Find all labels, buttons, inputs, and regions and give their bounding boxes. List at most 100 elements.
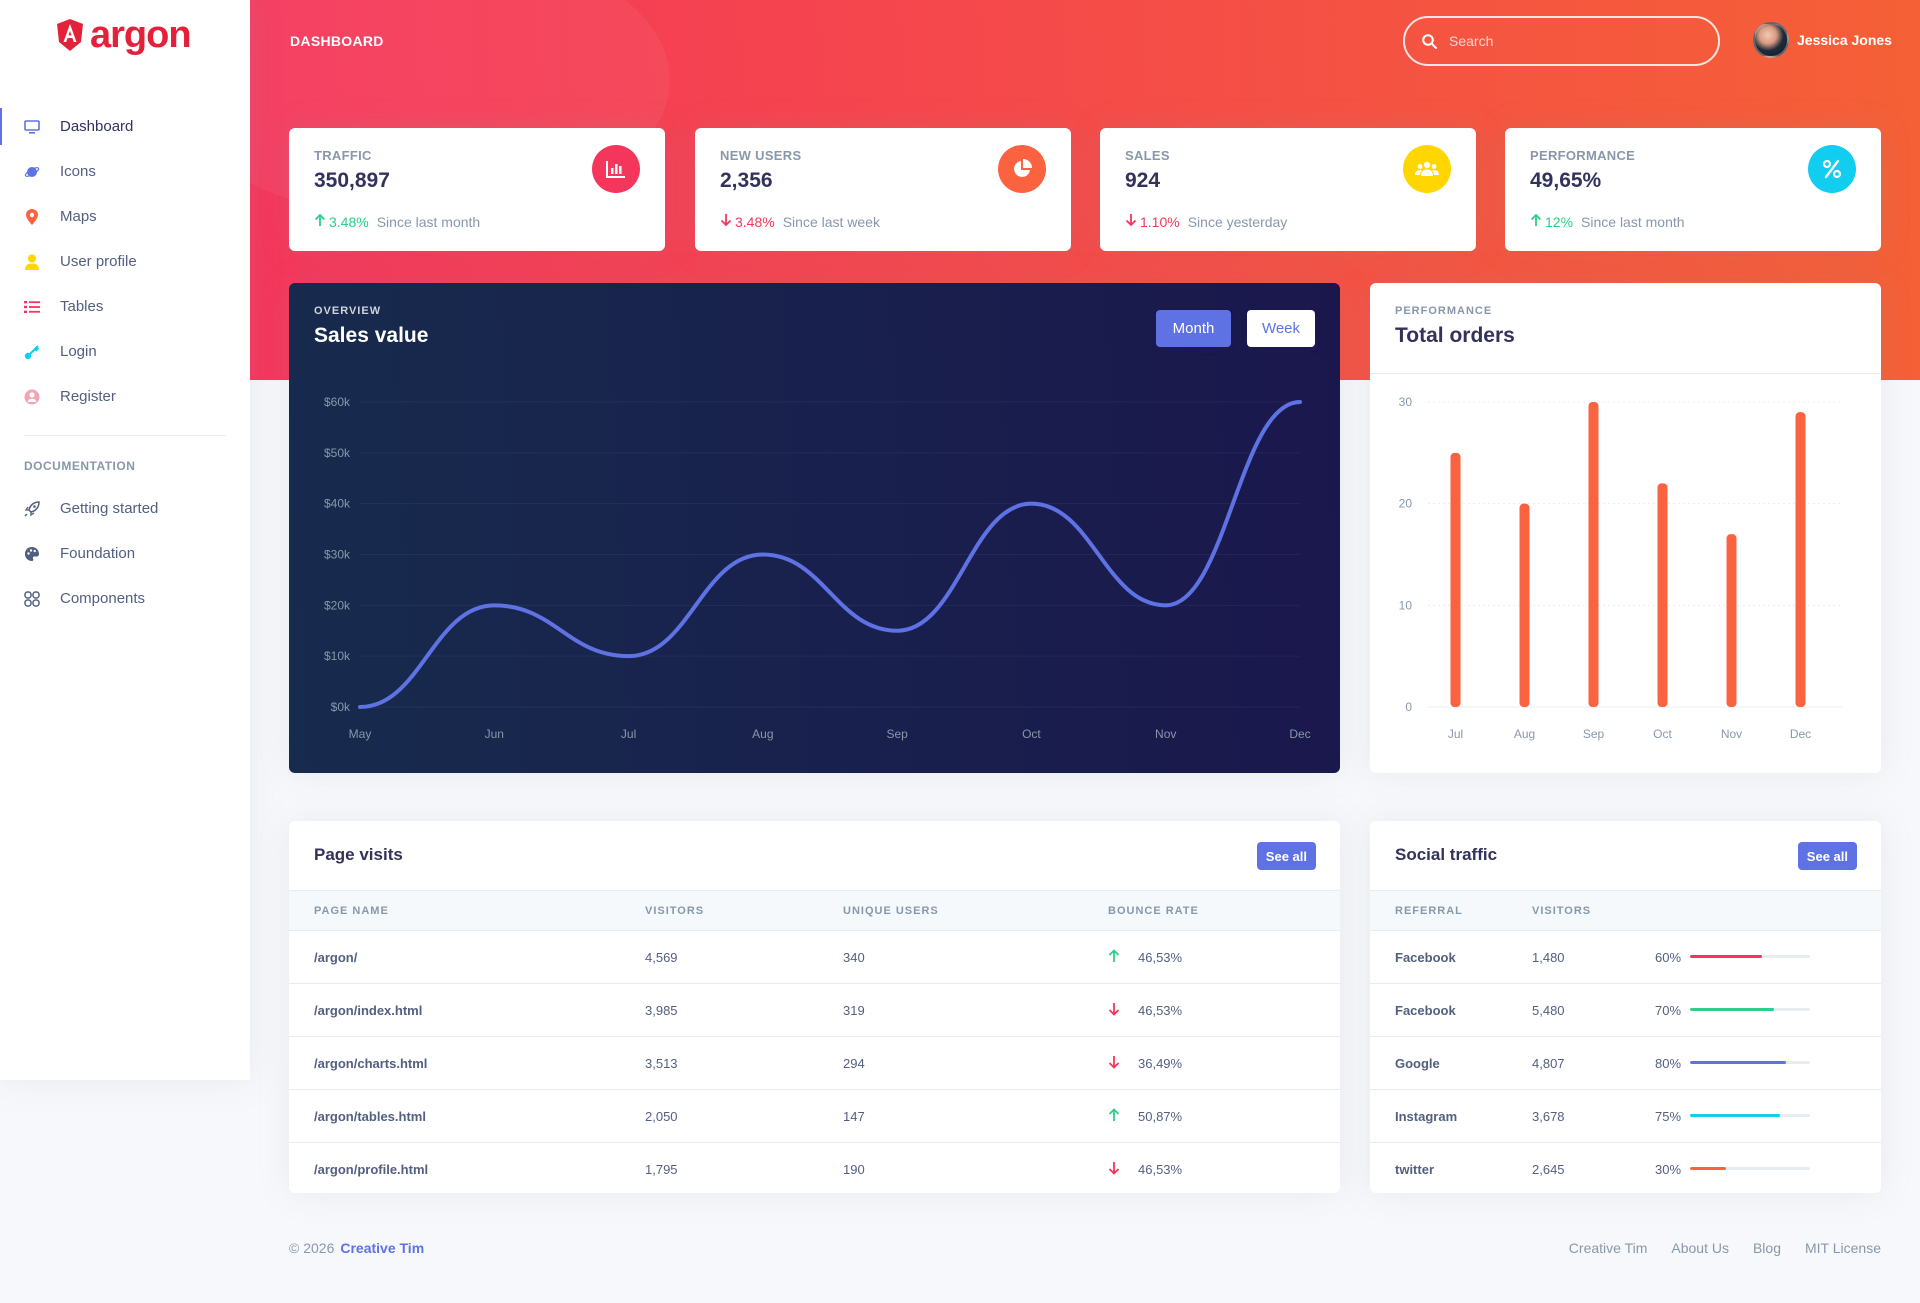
column-header[interactable]: VISITORS (1532, 905, 1592, 917)
bar-nov[interactable] (1726, 534, 1737, 707)
arrow-up-icon (1530, 213, 1542, 230)
sidebar-item-dashboard[interactable]: Dashboard (0, 104, 250, 149)
progress-fill (1690, 1061, 1786, 1064)
sidebar-item-register[interactable]: Register (0, 374, 250, 419)
visitors-cell: 1,795 (645, 1162, 678, 1177)
search-input[interactable] (1449, 33, 1689, 49)
stat-card-performance: PERFORMANCE 49,65% 12% Since last month (1505, 128, 1881, 251)
card-title: Sales value (314, 324, 429, 347)
table-row[interactable]: /argon/profile.html 1,795 190 46,53% (289, 1143, 1340, 1193)
bounce-rate-cell: 50,87% (1138, 1109, 1183, 1124)
search-box[interactable] (1403, 16, 1720, 66)
bar-jul[interactable] (1450, 452, 1461, 707)
bullet-list-icon (24, 299, 40, 315)
sales-series-line[interactable] (358, 400, 1302, 709)
footer-link-about-us[interactable]: About Us (1671, 1240, 1729, 1256)
user-name: Jessica Jones (1797, 32, 1892, 48)
progress-fill (1690, 955, 1762, 958)
progress-fill (1690, 1167, 1726, 1170)
page-name-cell: /argon/index.html (314, 1003, 423, 1018)
table-row[interactable]: Facebook 1,480 60% (1370, 931, 1881, 984)
table-row[interactable]: Google 4,807 80% (1370, 1037, 1881, 1090)
page-name-cell: /argon/ (314, 950, 358, 965)
stat-value: 2,356 (720, 169, 773, 192)
bar-dec[interactable] (1795, 412, 1806, 707)
x-tick-label: Jun (485, 727, 504, 741)
bar-oct[interactable] (1657, 483, 1668, 707)
column-header[interactable]: VISITORS (645, 905, 705, 917)
x-tick-label: Aug (1514, 727, 1535, 741)
palette-icon (24, 546, 40, 562)
x-tick-label: Nov (1721, 727, 1742, 741)
bounce-rate-cell: 46,53% (1138, 1162, 1183, 1177)
sidebar-item-getting-started[interactable]: Getting started (0, 486, 250, 531)
sidebar-item-tables[interactable]: Tables (0, 284, 250, 329)
sidebar-item-components[interactable]: Components (0, 576, 250, 621)
table-row[interactable]: Facebook 5,480 70% (1370, 984, 1881, 1037)
column-header[interactable]: REFERRAL (1395, 905, 1463, 917)
pie-chart-icon (998, 145, 1046, 193)
y-tick-label: $50k (324, 446, 351, 460)
progress-bar (1690, 1114, 1810, 1117)
stat-since: Since last week (782, 214, 880, 230)
x-tick-label: Nov (1155, 727, 1176, 741)
sidebar-heading: DOCUMENTATION (24, 459, 136, 473)
table-row[interactable]: /argon/4,569 340 46,53% (289, 931, 1340, 984)
table-row[interactable]: Instagram 3,678 75% (1370, 1090, 1881, 1143)
percent-icon (1808, 145, 1856, 193)
copyright-text: © 2026 (289, 1240, 335, 1256)
column-header[interactable]: UNIQUE USERS (843, 905, 939, 917)
sidebar: argon Dashboard Icons Maps User profile (0, 0, 250, 1080)
arrow-up-icon (314, 213, 326, 230)
arrow-down-icon (1108, 1056, 1120, 1069)
user-icon (24, 254, 40, 270)
see-all-button[interactable]: See all (1797, 842, 1857, 870)
stat-footer: 1.10% Since yesterday (1125, 214, 1287, 230)
footer-link-license[interactable]: MIT License (1805, 1240, 1881, 1256)
sidebar-item-icons[interactable]: Icons (0, 149, 250, 194)
stat-card-traffic: TRAFFIC 350,897 3.48% Since last month (289, 128, 665, 251)
page-title[interactable]: DASHBOARD (290, 33, 384, 49)
brand-logo[interactable]: argon (56, 16, 192, 54)
sidebar-item-user-profile[interactable]: User profile (0, 239, 250, 284)
table-row[interactable]: twitter 2,645 30% (1370, 1143, 1881, 1193)
table-row[interactable]: /argon/charts.html 3,513 294 36,49% (289, 1037, 1340, 1090)
y-tick-label: 30 (1399, 395, 1413, 409)
week-button[interactable]: Week (1247, 310, 1315, 347)
arrow-down-icon (720, 214, 732, 230)
x-tick-label: Sep (886, 727, 908, 741)
visitors-cell: 4,807 (1532, 1056, 1565, 1071)
progress-bar (1690, 1167, 1810, 1170)
bar-aug[interactable] (1519, 503, 1530, 707)
arrow-down-icon (1108, 1162, 1120, 1175)
sidebar-item-foundation[interactable]: Foundation (0, 531, 250, 576)
bar-sep[interactable] (1588, 402, 1599, 707)
x-tick-label: May (349, 727, 372, 741)
month-button[interactable]: Month (1156, 310, 1231, 347)
card-title: Page visits (314, 845, 403, 864)
percent-cell: 80% (1655, 1056, 1682, 1071)
table-row[interactable]: /argon/tables.html 2,050 147 50,87% (289, 1090, 1340, 1143)
circle-user-icon (24, 389, 40, 405)
stat-change: 12% (1545, 214, 1574, 230)
stat-change: 3.48% (735, 214, 775, 230)
visitors-cell: 2,645 (1532, 1162, 1565, 1177)
table-row[interactable]: /argon/index.html 3,985 319 46,53% (289, 984, 1340, 1037)
footer-link-blog[interactable]: Blog (1752, 1240, 1781, 1256)
user-menu[interactable]: Jessica Jones (1753, 22, 1892, 58)
footer-link-creative-tim[interactable]: Creative Tim (1568, 1240, 1648, 1256)
see-all-button[interactable]: See all (1256, 842, 1316, 870)
sidebar-item-login[interactable]: Login (0, 329, 250, 374)
card-kicker: PERFORMANCE (1395, 305, 1493, 317)
footer-copyright: © 2026 Creative Tim (289, 1240, 424, 1256)
bounce-rate-cell: 46,53% (1138, 1003, 1183, 1018)
key-icon (24, 344, 40, 360)
column-header[interactable]: PAGE NAME (314, 905, 389, 917)
visitors-cell: 3,678 (1532, 1109, 1565, 1124)
search-icon (1422, 33, 1437, 49)
table-header: REFERRAL VISITORS (1370, 890, 1881, 931)
stat-change: 1.10% (1140, 214, 1180, 230)
sidebar-item-maps[interactable]: Maps (0, 194, 250, 239)
footer-company-link[interactable]: Creative Tim (340, 1240, 425, 1256)
column-header[interactable]: BOUNCE RATE (1108, 905, 1199, 917)
